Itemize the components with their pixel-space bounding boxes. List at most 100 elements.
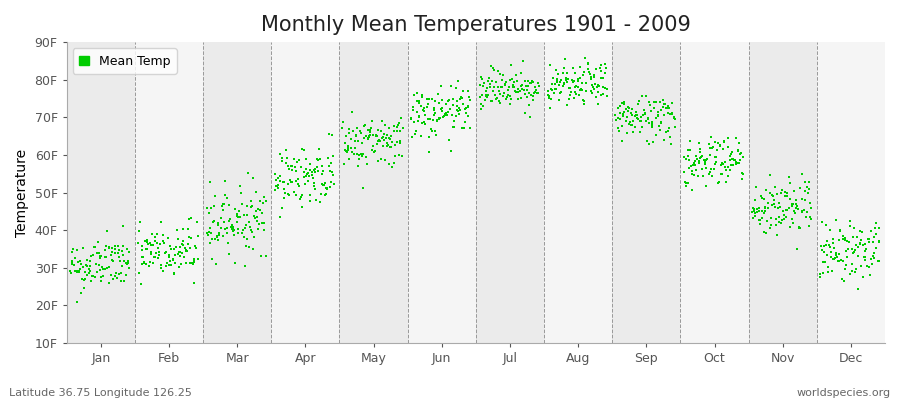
Point xyxy=(683,147,698,153)
Point xyxy=(629,108,643,115)
Point xyxy=(430,116,445,123)
Point xyxy=(492,71,507,78)
Point xyxy=(472,82,487,88)
Point xyxy=(641,116,655,123)
Point xyxy=(146,242,160,248)
Point xyxy=(70,247,85,254)
Point xyxy=(624,121,638,128)
Point xyxy=(799,214,814,220)
Point xyxy=(668,124,682,130)
Point xyxy=(134,254,148,260)
Point xyxy=(796,171,810,178)
Point xyxy=(629,112,643,118)
Point xyxy=(573,64,588,70)
Point xyxy=(747,208,761,214)
Point xyxy=(713,142,727,148)
Point xyxy=(275,205,290,211)
Point xyxy=(230,230,245,236)
Point xyxy=(839,248,853,254)
Point xyxy=(500,96,514,102)
Point xyxy=(242,219,256,226)
Point xyxy=(356,150,370,157)
Point xyxy=(804,204,818,211)
Bar xyxy=(749,42,817,343)
Point xyxy=(348,144,363,151)
Bar xyxy=(135,42,203,343)
Point xyxy=(201,232,215,238)
Point xyxy=(718,178,733,185)
Point xyxy=(787,188,801,194)
Point xyxy=(106,276,121,282)
Point xyxy=(208,235,222,242)
Point xyxy=(350,125,365,132)
Point xyxy=(178,248,193,254)
Point xyxy=(105,257,120,264)
Point xyxy=(82,270,96,277)
Point xyxy=(320,155,335,161)
Point xyxy=(503,101,517,108)
Point xyxy=(446,96,460,102)
Point xyxy=(609,117,624,123)
Point xyxy=(482,84,497,91)
Point xyxy=(863,272,878,278)
Point xyxy=(579,88,593,94)
Bar xyxy=(544,42,612,343)
Point xyxy=(410,98,424,104)
Point xyxy=(212,230,226,236)
Point xyxy=(528,87,543,94)
Point xyxy=(693,146,707,152)
Point xyxy=(225,226,239,232)
Point xyxy=(139,246,153,252)
Point xyxy=(550,78,564,85)
Point xyxy=(766,193,780,200)
Point xyxy=(279,147,293,154)
Point xyxy=(560,102,574,108)
Point xyxy=(303,198,318,204)
Point xyxy=(382,135,396,142)
Point xyxy=(527,84,542,90)
Point xyxy=(487,67,501,73)
Point xyxy=(63,267,77,274)
Point xyxy=(434,83,448,90)
Point xyxy=(829,252,843,258)
Point xyxy=(576,97,590,104)
Point xyxy=(104,249,119,256)
Point xyxy=(256,220,271,226)
Point xyxy=(459,105,473,111)
Point xyxy=(86,252,100,258)
Point xyxy=(421,149,436,155)
Point xyxy=(97,254,112,260)
Point xyxy=(160,235,175,241)
Point xyxy=(377,122,392,128)
Point xyxy=(223,216,238,222)
Point xyxy=(639,93,653,99)
Point xyxy=(508,72,523,78)
Point xyxy=(573,75,588,81)
Point xyxy=(380,143,394,149)
Point xyxy=(65,260,79,266)
Point xyxy=(649,99,663,106)
Point xyxy=(320,185,335,191)
Point xyxy=(579,88,593,94)
Point xyxy=(412,100,427,106)
Point xyxy=(851,244,866,250)
Point xyxy=(778,214,793,220)
Point xyxy=(117,278,131,284)
Point xyxy=(702,141,716,147)
Point xyxy=(641,115,655,122)
Point xyxy=(544,96,558,102)
Point xyxy=(449,98,464,105)
Point xyxy=(523,80,537,86)
Point xyxy=(300,170,314,177)
Point xyxy=(775,187,789,194)
Point xyxy=(363,129,377,136)
Point xyxy=(646,138,661,145)
Point xyxy=(591,82,606,88)
Point xyxy=(78,269,93,275)
Point xyxy=(354,130,368,136)
Point xyxy=(721,144,735,150)
Point xyxy=(507,84,521,90)
Point xyxy=(166,246,181,252)
Point xyxy=(280,154,294,161)
Point xyxy=(396,124,410,131)
